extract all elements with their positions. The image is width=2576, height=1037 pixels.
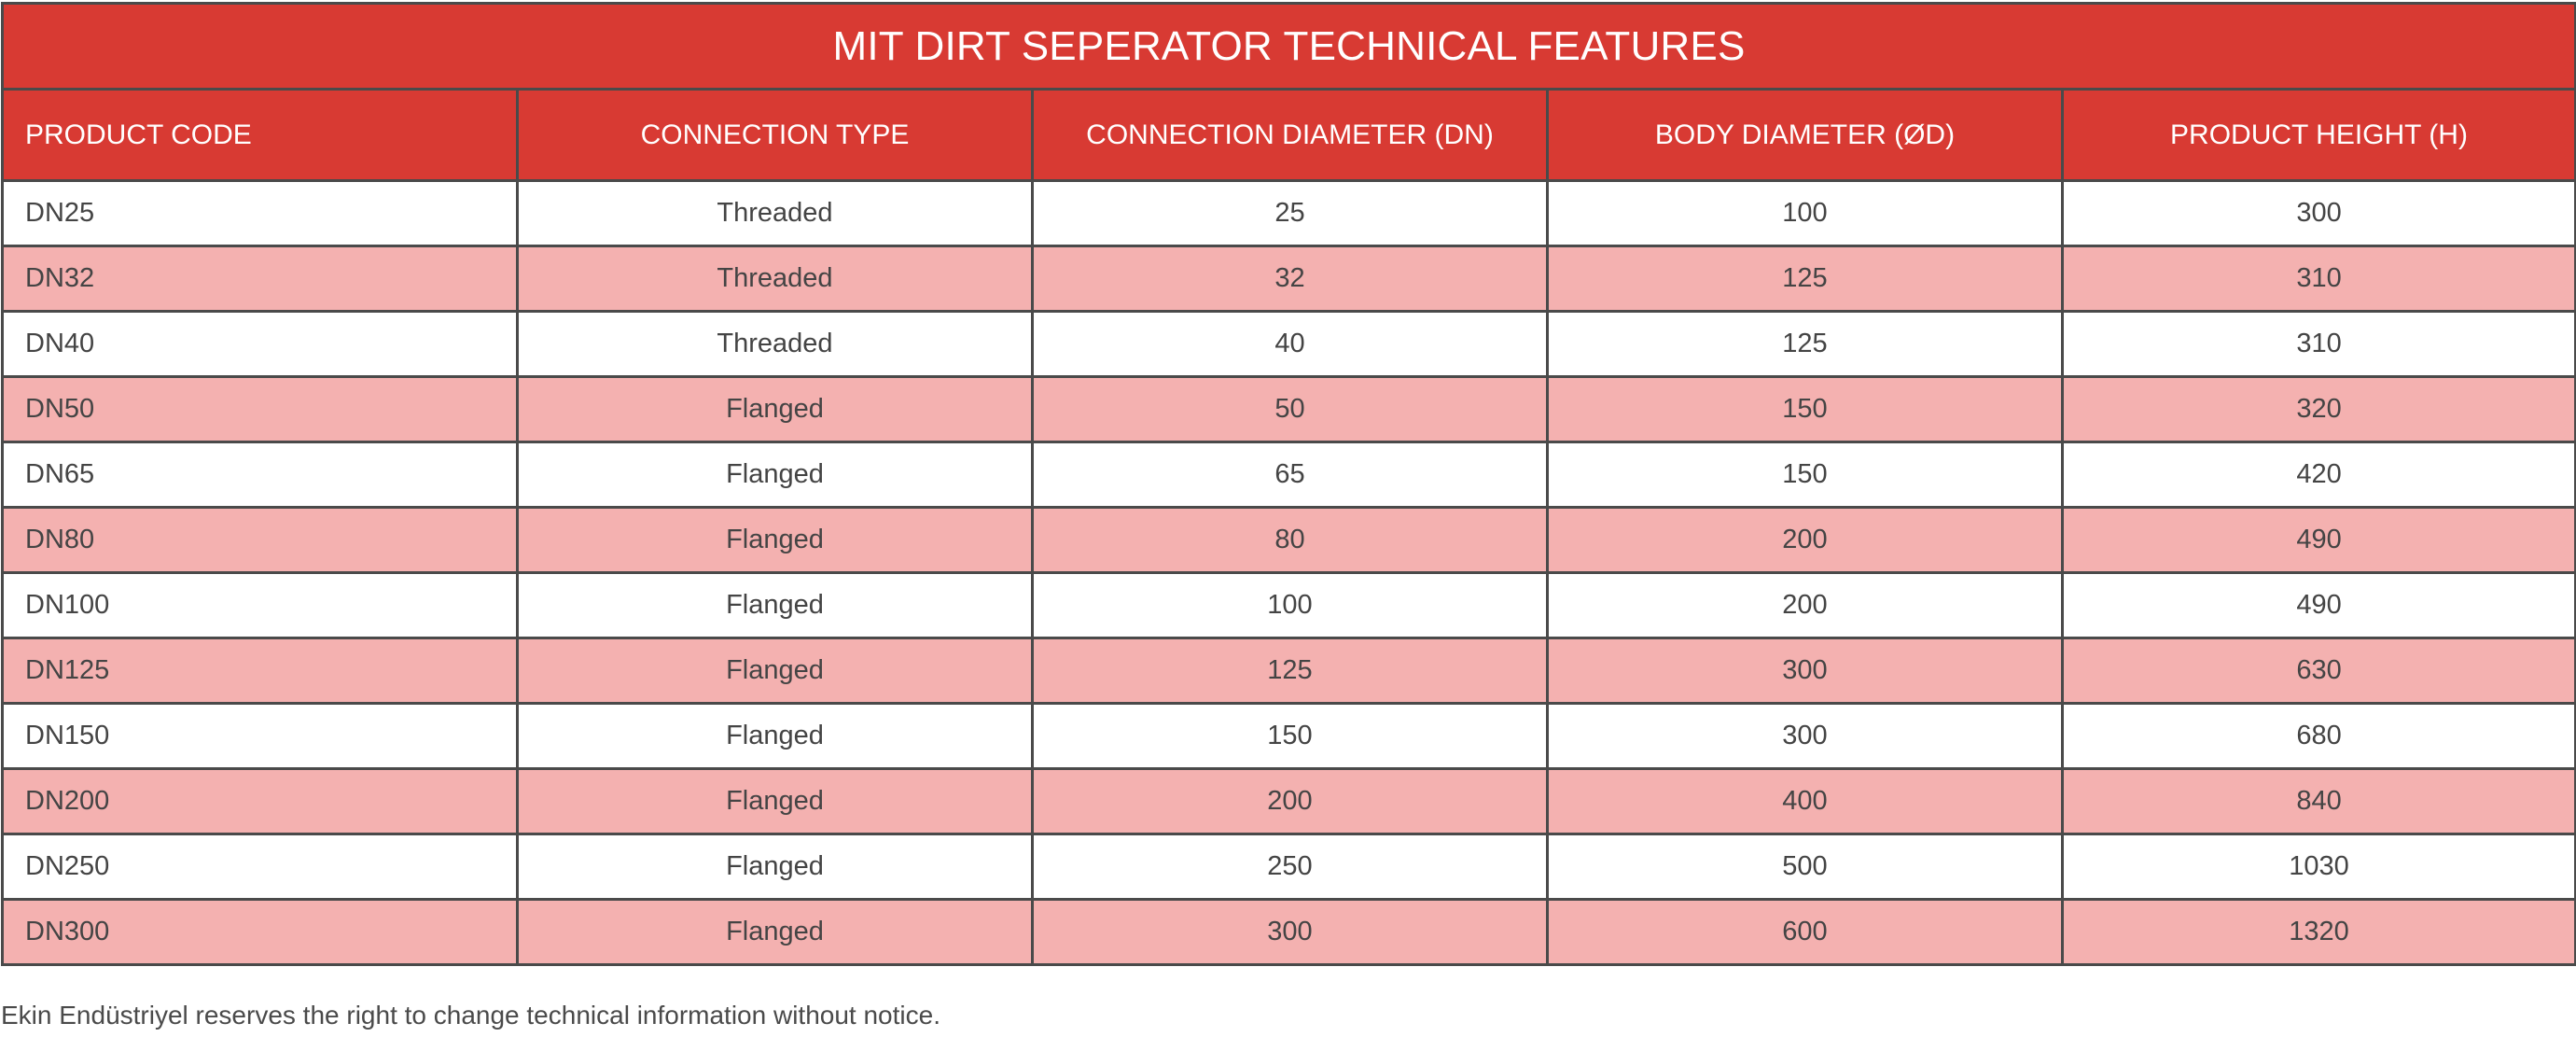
- table-row: DN200 Flanged 200 400 840: [1, 767, 2576, 835]
- cell-body-diameter: 150: [1546, 441, 2064, 509]
- cell-body-diameter: 150: [1546, 375, 2064, 443]
- cell-connection-type: Threaded: [516, 245, 1034, 313]
- cell-connection-diameter: 80: [1031, 506, 1549, 574]
- cell-product-code: DN250: [1, 833, 519, 901]
- table-row: DN40 Threaded 40 125 310: [1, 310, 2576, 378]
- cell-body-diameter: 300: [1546, 702, 2064, 770]
- cell-connection-type: Flanged: [516, 833, 1034, 901]
- cell-connection-type: Flanged: [516, 898, 1034, 966]
- table-row: DN65 Flanged 65 150 420: [1, 441, 2576, 509]
- cell-product-code: DN65: [1, 441, 519, 509]
- cell-product-code: DN125: [1, 637, 519, 705]
- cell-product-height: 1030: [2060, 833, 2576, 901]
- footnote: Ekin Endüstriyel reserves the right to c…: [1, 1001, 940, 1030]
- cell-product-height: 490: [2060, 571, 2576, 639]
- cell-body-diameter: 200: [1546, 506, 2064, 574]
- header-product-height: PRODUCT HEIGHT (H): [2060, 88, 2576, 182]
- cell-body-diameter: 600: [1546, 898, 2064, 966]
- cell-body-diameter: 200: [1546, 571, 2064, 639]
- table-row: DN25 Threaded 25 100 300: [1, 179, 2576, 247]
- cell-product-code: DN50: [1, 375, 519, 443]
- cell-connection-diameter: 25: [1031, 179, 1549, 247]
- cell-connection-diameter: 150: [1031, 702, 1549, 770]
- table-row: DN150 Flanged 150 300 680: [1, 702, 2576, 770]
- cell-connection-type: Flanged: [516, 506, 1034, 574]
- cell-product-height: 310: [2060, 245, 2576, 313]
- cell-product-code: DN150: [1, 702, 519, 770]
- cell-body-diameter: 500: [1546, 833, 2064, 901]
- cell-body-diameter: 100: [1546, 179, 2064, 247]
- cell-product-height: 1320: [2060, 898, 2576, 966]
- cell-connection-diameter: 250: [1031, 833, 1549, 901]
- table-row: DN300 Flanged 300 600 1320: [1, 898, 2576, 966]
- cell-connection-type: Threaded: [516, 310, 1034, 378]
- cell-connection-type: Threaded: [516, 179, 1034, 247]
- cell-connection-diameter: 200: [1031, 767, 1549, 835]
- cell-connection-type: Flanged: [516, 702, 1034, 770]
- table-row: DN125 Flanged 125 300 630: [1, 637, 2576, 705]
- cell-product-code: DN200: [1, 767, 519, 835]
- header-connection-type: CONNECTION TYPE: [516, 88, 1034, 182]
- table-row: DN32 Threaded 32 125 310: [1, 245, 2576, 313]
- cell-product-code: DN80: [1, 506, 519, 574]
- table-title-row: MIT DIRT SEPERATOR TECHNICAL FEATURES: [0, 2, 2576, 91]
- cell-product-height: 310: [2060, 310, 2576, 378]
- cell-product-code: DN40: [1, 310, 519, 378]
- cell-product-height: 490: [2060, 506, 2576, 574]
- table-row: DN100 Flanged 100 200 490: [1, 571, 2576, 639]
- table-row: DN80 Flanged 80 200 490: [1, 506, 2576, 574]
- header-body-diameter: BODY DIAMETER (ØD): [1546, 88, 2064, 182]
- table-row: DN250 Flanged 250 500 1030: [1, 833, 2576, 901]
- cell-connection-diameter: 100: [1031, 571, 1549, 639]
- cell-connection-type: Flanged: [516, 441, 1034, 509]
- cell-product-height: 300: [2060, 179, 2576, 247]
- cell-product-height: 420: [2060, 441, 2576, 509]
- cell-connection-type: Flanged: [516, 571, 1034, 639]
- cell-product-code: DN100: [1, 571, 519, 639]
- cell-connection-type: Flanged: [516, 375, 1034, 443]
- cell-product-height: 320: [2060, 375, 2576, 443]
- cell-connection-diameter: 32: [1031, 245, 1549, 313]
- table-body: DN25 Threaded 25 100 300 DN32 Threaded 32 125 310…: [1, 179, 2576, 966]
- cell-connection-diameter: 40: [1031, 310, 1549, 378]
- cell-connection-diameter: 50: [1031, 375, 1549, 443]
- cell-body-diameter: 400: [1546, 767, 2064, 835]
- table-row: DN50 Flanged 50 150 320: [1, 375, 2576, 443]
- cell-product-code: DN25: [1, 179, 519, 247]
- technical-features-table: MIT DIRT SEPERATOR TECHNICAL FEATURES PR…: [0, 2, 2576, 966]
- cell-connection-diameter: 300: [1031, 898, 1549, 966]
- table-header-row: PRODUCT CODE CONNECTION TYPE CONNECTION …: [1, 88, 2576, 182]
- cell-connection-diameter: 65: [1031, 441, 1549, 509]
- cell-connection-type: Flanged: [516, 767, 1034, 835]
- cell-product-code: DN32: [1, 245, 519, 313]
- cell-product-height: 840: [2060, 767, 2576, 835]
- cell-connection-diameter: 125: [1031, 637, 1549, 705]
- cell-connection-type: Flanged: [516, 637, 1034, 705]
- cell-body-diameter: 125: [1546, 245, 2064, 313]
- cell-body-diameter: 125: [1546, 310, 2064, 378]
- header-product-code: PRODUCT CODE: [1, 88, 519, 182]
- cell-product-height: 630: [2060, 637, 2576, 705]
- header-connection-diameter: CONNECTION DIAMETER (DN): [1031, 88, 1549, 182]
- cell-product-code: DN300: [1, 898, 519, 966]
- cell-body-diameter: 300: [1546, 637, 2064, 705]
- table-title: MIT DIRT SEPERATOR TECHNICAL FEATURES: [0, 2, 2576, 91]
- cell-product-height: 680: [2060, 702, 2576, 770]
